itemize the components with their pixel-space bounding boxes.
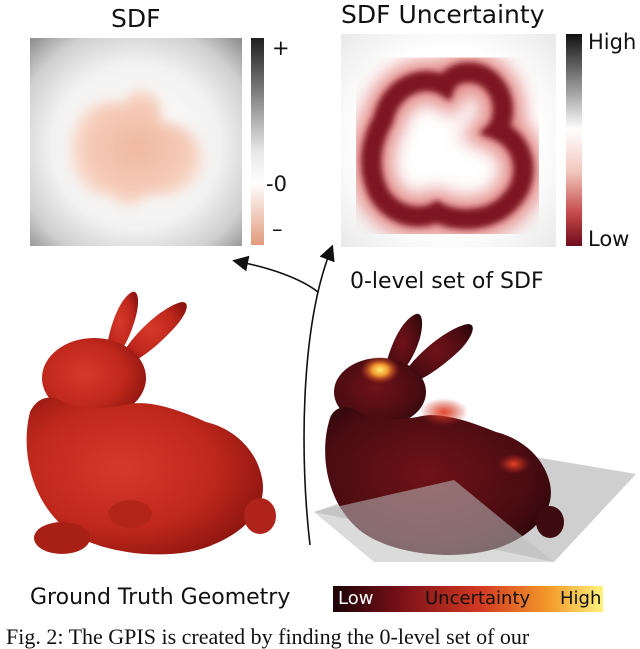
sdf-scale-minus: – — [272, 217, 283, 241]
arrow-to-uncertainty — [303, 244, 335, 546]
figure-caption: Fig. 2: The GPIS is created by finding t… — [6, 624, 530, 649]
sdf-heatmap — [30, 38, 242, 246]
sdf-scale-plus: + — [272, 36, 290, 60]
uncertainty-bunny — [314, 313, 636, 562]
uncertainty-colorbar — [333, 586, 603, 612]
zero-level-set-label: 0-level set of SDF — [350, 269, 544, 294]
uncertainty-scale-high: High — [588, 30, 637, 54]
ground-truth-bunny — [26, 291, 276, 555]
ground-truth-label: Ground Truth Geometry — [30, 585, 291, 610]
uncertainty-title: SDF Uncertainty — [341, 0, 545, 29]
colorbar-mid-label: Uncertainty — [425, 588, 531, 609]
colorbar-low-label: Low — [338, 588, 374, 609]
uncertainty-scale-bar — [566, 34, 582, 246]
uncertainty-scale-low: Low — [588, 227, 630, 251]
sdf-scale-bar — [251, 38, 264, 245]
sdf-title: SDF — [111, 4, 161, 33]
uncertainty-heatmap — [341, 34, 556, 247]
sdf-scale-zero: -0 — [266, 172, 287, 196]
colorbar-high-label: High — [560, 588, 602, 609]
arrow-to-sdf — [232, 255, 319, 293]
